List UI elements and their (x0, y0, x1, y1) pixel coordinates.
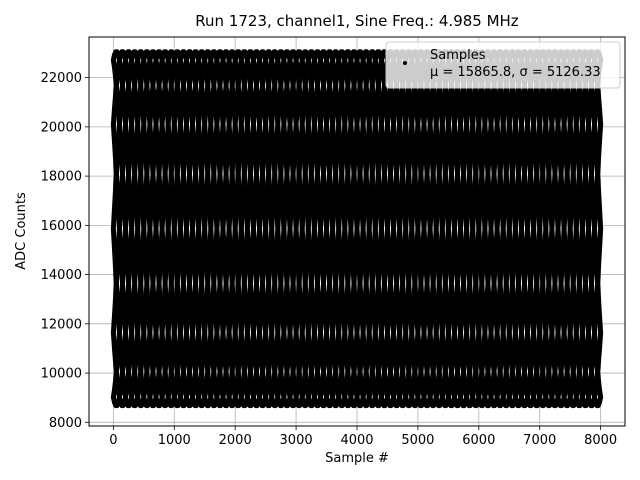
x-tick-label: 5000 (401, 433, 434, 448)
x-tick-label: 3000 (280, 433, 313, 448)
x-tick-label: 0 (109, 433, 117, 448)
chart-title: Run 1723, channel1, Sine Freq.: 4.985 MH… (195, 12, 519, 30)
x-tick-label: 8000 (584, 433, 617, 448)
y-axis-label: ADC Counts (14, 192, 29, 270)
sample-trace (110, 49, 604, 409)
x-tick-label: 4000 (340, 433, 373, 448)
legend-label: Samples (430, 48, 486, 63)
x-tick-label: 7000 (523, 433, 556, 448)
y-tick-label: 14000 (41, 268, 82, 283)
y-tick-label: 20000 (41, 120, 82, 135)
x-tick-label: 1000 (158, 433, 191, 448)
y-tick-label: 16000 (41, 219, 82, 234)
y-tick-label: 8000 (49, 416, 82, 431)
legend-stats: μ = 15865.8, σ = 5126.33 (430, 65, 601, 80)
y-tick-label: 12000 (41, 317, 82, 332)
legend-box (385, 41, 621, 89)
axis-ticks: 0 1000 2000 3000 4000 5000 6000 7000 8000 8000 100… (41, 71, 618, 448)
x-tick-label: 2000 (219, 433, 252, 448)
x-axis-label: Sample # (325, 451, 389, 466)
legend: Samples μ = 15865.8, σ = 5126.33 (385, 41, 621, 89)
sample-trace (110, 49, 604, 409)
legend-marker (403, 61, 407, 65)
y-tick-label: 10000 (41, 367, 82, 382)
y-tick-label: 22000 (41, 71, 82, 86)
x-tick-label: 6000 (462, 433, 495, 448)
y-tick-label: 18000 (41, 170, 82, 185)
data-series (110, 49, 604, 409)
